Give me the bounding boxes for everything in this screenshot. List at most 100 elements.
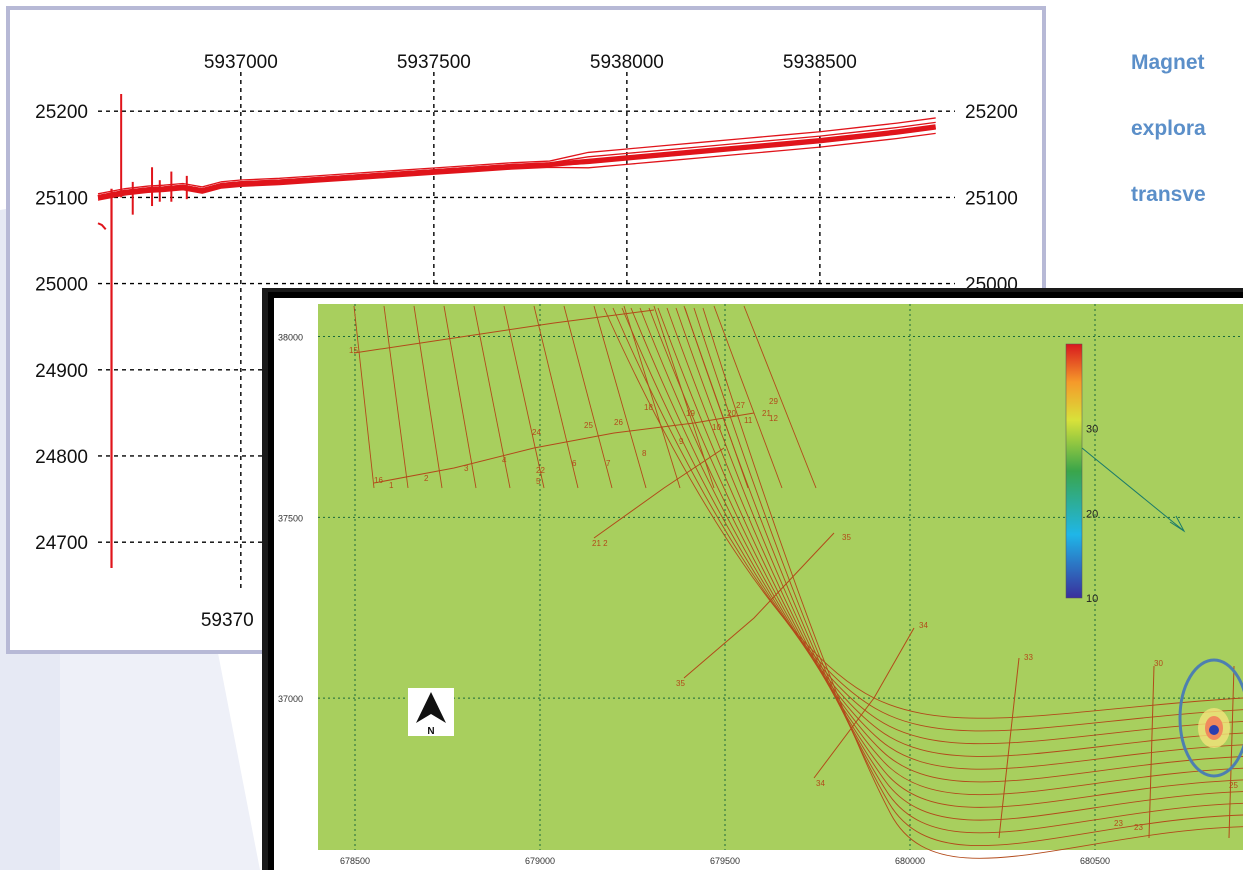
title-line-3: transve <box>1131 183 1206 206</box>
traverse-line <box>813 627 915 779</box>
survey-line <box>533 305 579 489</box>
map-x-tick-label: 680000 <box>895 856 925 866</box>
survey-line <box>623 305 681 489</box>
map-line-label: 27 <box>736 401 745 410</box>
y-tick-label: 25100 <box>35 188 88 209</box>
survey-line <box>713 305 783 489</box>
traverse-line <box>373 412 755 484</box>
map-x-tick-label: 678500 <box>340 856 370 866</box>
north-arrow-icon <box>416 692 446 723</box>
contour-line <box>693 307 1243 847</box>
map-line-label: 35 <box>676 679 685 688</box>
map-line-label: 9 <box>679 437 684 446</box>
map-line-label: 23 <box>1114 819 1123 828</box>
slide-title: Magnet explora transve <box>1131 8 1206 228</box>
map-line-label: 10 <box>712 423 721 432</box>
traverse-line <box>1148 665 1155 839</box>
map-x-tick-label: 679000 <box>525 856 555 866</box>
contour-line <box>675 307 1243 821</box>
title-line-1: Magnet <box>1131 51 1205 74</box>
traverse-line <box>353 309 655 354</box>
contour-line <box>630 307 1243 757</box>
y-tick-label: 25000 <box>35 275 88 296</box>
survey-line <box>473 305 511 489</box>
survey-line <box>743 305 817 489</box>
contour-line <box>666 307 1243 808</box>
map-line-label: 18 <box>644 403 653 412</box>
traverse-line <box>593 447 725 539</box>
contour-line <box>648 307 1243 783</box>
survey-line <box>653 305 715 489</box>
x-tick-label: 5938000 <box>590 52 664 73</box>
map-line-label: 34 <box>919 621 928 630</box>
colorbar-pointer <box>1081 447 1185 532</box>
map-line-label: 21 <box>762 409 771 418</box>
traverse-line <box>998 657 1020 839</box>
survey-line <box>353 305 375 489</box>
y-tick-label-right: 25100 <box>965 188 1018 209</box>
survey-line <box>563 305 613 489</box>
map-line-label: 3 <box>464 464 469 473</box>
map-x-tick-label: 680500 <box>1080 856 1110 866</box>
map-line-label: 29 <box>769 397 778 406</box>
contour-line <box>621 307 1243 745</box>
contour-line <box>684 307 1243 834</box>
y-tick-label: 24800 <box>35 447 88 468</box>
colorbar <box>1065 343 1083 599</box>
y-tick-label: 25200 <box>35 102 88 123</box>
contour-line <box>657 307 1243 796</box>
map-y-tick-label: 37500 <box>278 513 303 523</box>
survey-line <box>413 305 443 489</box>
map-line-label: 24 <box>532 428 541 437</box>
map-line-label: 19 <box>686 409 695 418</box>
map-panel: 678500 679000 679500 680000 680500 38000 37500… <box>268 292 1243 870</box>
y-tick-label-right: 25200 <box>965 102 1018 123</box>
colorbar-tick-label: 20 <box>1086 508 1098 520</box>
series-strand <box>97 117 936 195</box>
series-fragment <box>97 222 107 230</box>
colorbar-tick-label: 10 <box>1086 593 1098 605</box>
traverse-line <box>683 532 835 679</box>
contour-line <box>702 307 1243 859</box>
survey-line <box>593 305 647 489</box>
map-line-label: 12 <box>769 414 778 423</box>
contour-line <box>639 307 1243 770</box>
colorbar-tick-label: 30 <box>1086 424 1098 436</box>
map-line-label: 2 <box>424 474 429 483</box>
map-line-label: 1 <box>389 481 394 490</box>
x-tick-label: 5937000 <box>204 52 278 73</box>
map-line-label: 35 <box>842 533 851 542</box>
map-line-label: 4 <box>502 456 507 465</box>
contour-line <box>612 307 1243 732</box>
x-tick-label-bottom: 59370 <box>201 610 254 631</box>
map-line-label: 30 <box>1154 659 1163 668</box>
map-line-label: 7 <box>606 459 611 468</box>
y-tick-label: 24900 <box>35 361 88 382</box>
map-background <box>318 304 1243 850</box>
map-x-tick-label: 679500 <box>710 856 740 866</box>
map-line-label: 22 <box>536 466 545 475</box>
map-line-label: 23 <box>1134 823 1143 832</box>
x-tick-label: 5937500 <box>397 52 471 73</box>
map-line-label: 21 2 <box>592 539 608 548</box>
map-line-label: 20 <box>727 409 736 418</box>
map-line-label: 6 <box>572 459 577 468</box>
north-arrow-label: N <box>427 726 434 737</box>
map-line-label: 8 <box>642 449 647 458</box>
map-y-tick-label: 38000 <box>278 333 303 343</box>
map-y-tick-label: 37000 <box>278 694 303 704</box>
map-line-label: 26 <box>614 418 623 427</box>
title-line-2: explora <box>1131 117 1206 140</box>
survey-line <box>443 305 477 489</box>
y-tick-label: 24700 <box>35 533 88 554</box>
highlight-circle <box>1178 658 1243 778</box>
map-line-label: 33 <box>1024 653 1033 662</box>
map-line-label: 34 <box>816 779 825 788</box>
map-line-label: 25 <box>584 421 593 430</box>
map-line-label: 5 <box>536 477 541 486</box>
map-line-label: 25 <box>1229 781 1238 790</box>
traverse-line <box>1228 665 1235 839</box>
map-line-label: 15 <box>349 346 358 355</box>
survey-line <box>383 305 409 489</box>
contour-line <box>603 307 1243 719</box>
